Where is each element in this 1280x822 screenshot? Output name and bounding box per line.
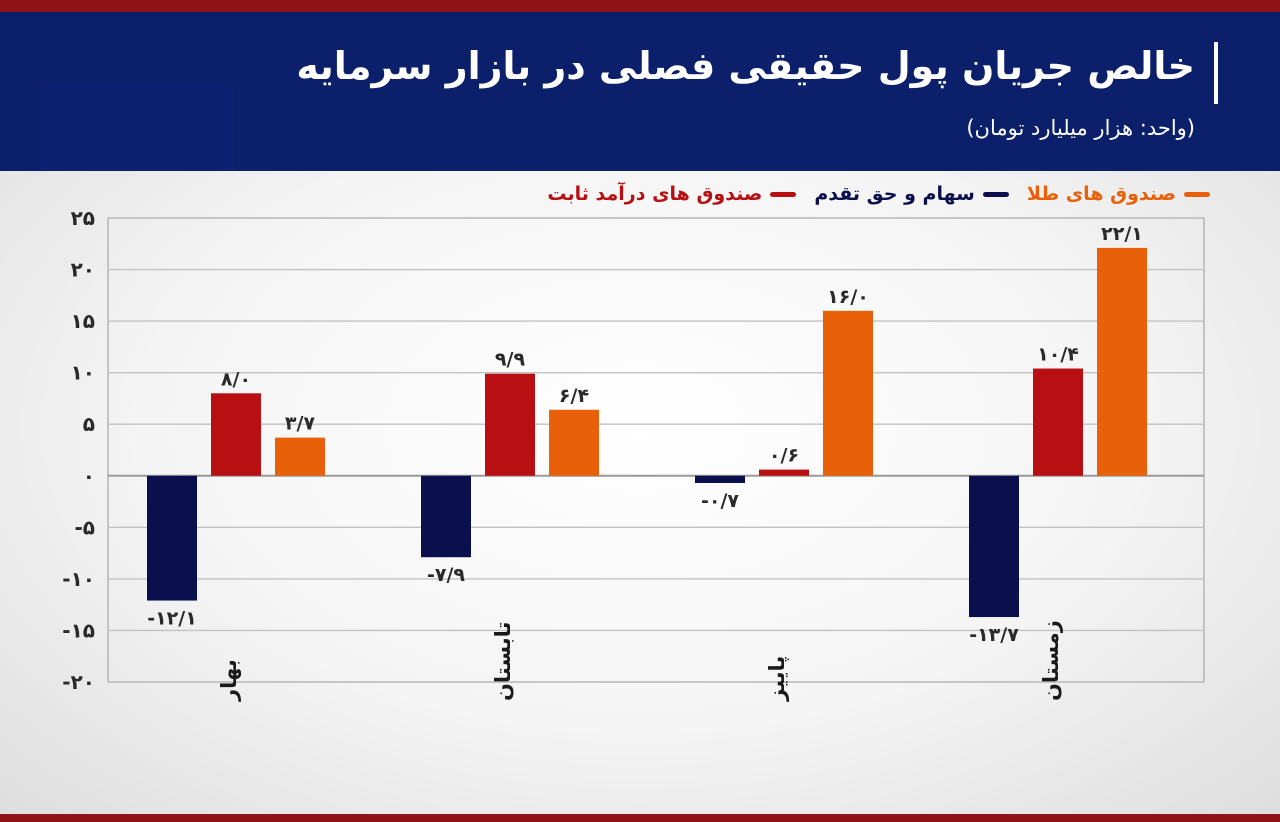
chart-title: خالص جریان پول حقیقی فصلی در بازار سرمای…: [296, 44, 1195, 88]
y-tick-label: ۲۰: [71, 258, 95, 282]
fixed-income-bar: [759, 469, 809, 476]
y-tick-label: -۱۵: [62, 618, 95, 642]
legend-item-stocks: سهام و حق تقدم: [814, 183, 1009, 205]
chart-subtitle: (واحد: هزار میلیارد تومان): [966, 116, 1195, 140]
fixed-income-bar: [211, 393, 261, 476]
gold-value-label: ۲۲/۱: [1101, 223, 1143, 245]
bar-chart: ۲۵ ۲۰ ۱۵ ۱۰ ۵ ۰ -۵ -۱۰ -۱۵ -۲۰ -۱۲/۱ ۸/۰ ۳/۷ بهار -۷/۹…: [62, 206, 1205, 702]
gold-value-label: ۶/۴: [559, 385, 589, 407]
fixed-income-bar: [1033, 368, 1083, 476]
stocks-bar: [695, 475, 745, 483]
y-tick-label: -۵: [74, 515, 95, 539]
bottom-stripe: [0, 814, 1280, 822]
gold-bar: [823, 310, 873, 476]
y-tick-label: ۰: [83, 464, 95, 488]
fixed-income-bar: [485, 373, 535, 476]
gold-value-label: ۱۶/۰: [827, 286, 869, 308]
legend-swatch-gold: [1184, 191, 1210, 197]
stocks-bar: [421, 475, 471, 558]
y-tick-label: -۲۰: [62, 670, 95, 694]
gold-value-label: ۳/۷: [285, 413, 316, 435]
fixed-income-value-label: ۱۰/۴: [1037, 344, 1079, 366]
legend: صندوق های طلا سهام و حق تقدم صندوق های د…: [547, 183, 1210, 205]
legend-swatch-stocks: [982, 191, 1009, 197]
stocks-value-label: -۱۲/۱: [147, 608, 197, 630]
legend-label-fixed-income: صندوق های درآمد ثابت: [547, 183, 763, 205]
x-category-label: بهار: [217, 659, 241, 702]
header-shade: [40, 82, 235, 177]
title-accent-bar: [1214, 42, 1218, 104]
stocks-value-label: -۷/۹: [427, 564, 465, 586]
gold-bar: [275, 437, 325, 476]
y-tick-label: ۱۵: [71, 309, 95, 333]
legend-item-gold: صندوق های طلا: [1027, 183, 1210, 205]
legend-label-stocks: سهام و حق تقدم: [814, 183, 975, 205]
stocks-bar: [147, 475, 197, 601]
gold-bar: [1097, 247, 1147, 476]
legend-item-fixed-income: صندوق های درآمد ثابت: [547, 183, 797, 205]
y-tick-label: -۱۰: [62, 567, 95, 591]
header-banner: خالص جریان پول حقیقی فصلی در بازار سرمای…: [0, 12, 1280, 177]
fixed-income-value-label: ۹/۹: [495, 349, 526, 371]
top-stripe: [0, 0, 1280, 12]
plot-background: [0, 171, 1280, 814]
x-category-label: زمستان: [1039, 620, 1063, 701]
stocks-value-label: -۰/۷: [701, 490, 739, 512]
gold-bar: [549, 409, 599, 476]
y-tick-label: ۵: [83, 412, 95, 436]
y-tick-label: ۲۵: [71, 206, 95, 230]
stocks-value-label: -۱۳/۷: [969, 624, 1019, 646]
x-category-label: تابستان: [491, 622, 515, 701]
legend-label-gold: صندوق های طلا: [1026, 183, 1176, 205]
legend-swatch-fixed-income: [770, 191, 797, 197]
stocks-bar: [969, 475, 1019, 618]
y-tick-label: ۱۰: [71, 361, 95, 385]
fixed-income-value-label: ۰/۶: [769, 445, 799, 467]
fixed-income-value-label: ۸/۰: [221, 368, 251, 390]
x-category-label: پاییز: [765, 656, 789, 702]
